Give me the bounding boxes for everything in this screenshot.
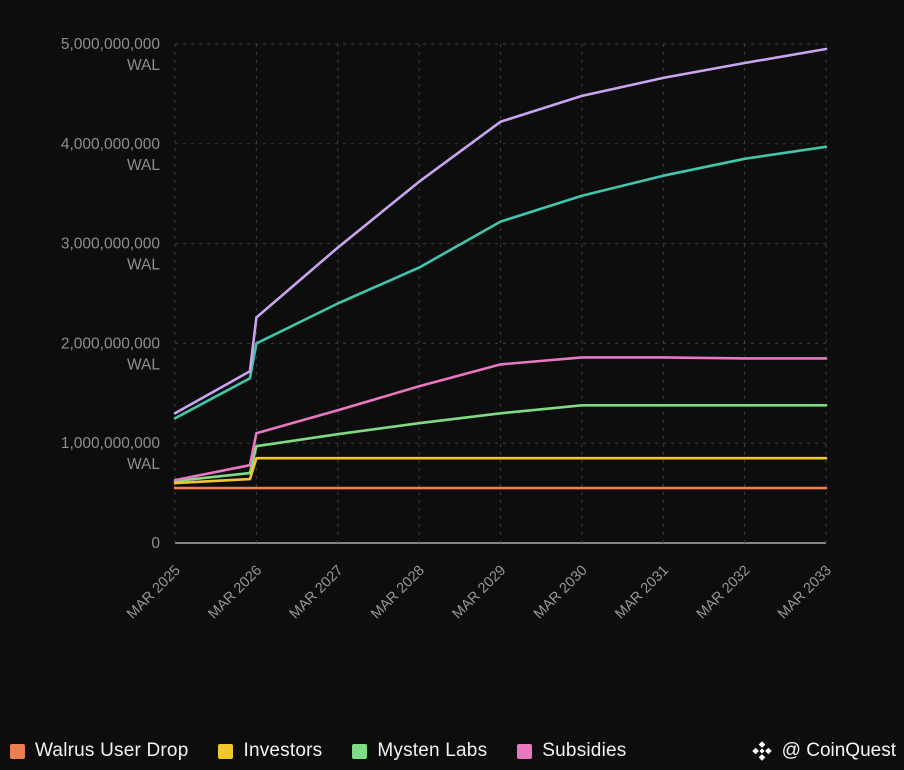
y-tick-unit: WAL [127,356,160,373]
vesting-chart: 0 1,000,000,000 WAL 2,000,000,000 WAL 3,000,0… [61,36,835,623]
chart-footer: Walrus User Drop Investors Mysten Labs S… [10,740,896,762]
legend-swatch-subsidies [517,743,533,759]
legend-item-walrus-user-drop[interactable]: Walrus User Drop [10,740,188,762]
series-line-mysten-labs [173,403,828,483]
x-tick-label: MAR 2031 [612,563,672,623]
series-line-unlabeled-teal [173,145,828,420]
y-tick-unit: WAL [127,157,160,174]
legend-swatch-investors [218,743,234,759]
x-tick-label: MAR 2030 [531,563,591,623]
legend-item-subsidies[interactable]: Subsidies [517,740,626,762]
coinquest-logo-icon [751,741,772,761]
watermark-text: @ CoinQuest [781,740,896,761]
x-tick-label: MAR 2027 [287,563,347,623]
y-tick-label: 4,000,000,000 [61,136,161,153]
series-line-unlabeled-purple [173,47,828,415]
legend-item-investors[interactable]: Investors [218,740,322,762]
x-tick-label: MAR 2032 [694,563,754,623]
x-tick-label: MAR 2028 [368,563,428,623]
legend-label-walrus-user-drop: Walrus User Drop [35,740,189,761]
y-tick-unit: WAL [127,57,160,74]
y-tick-label: 2,000,000,000 [61,335,161,352]
y-tick-unit: WAL [127,257,160,274]
y-tick-label: 0 [151,535,160,552]
series-line-subsidies [173,356,828,482]
legend-item-mysten-labs[interactable]: Mysten Labs [352,740,487,762]
series-line-investors [173,456,828,485]
legend-swatch-mysten-labs [352,743,368,759]
legend-label-investors: Investors [243,740,323,761]
y-tick-label: 3,000,000,000 [61,236,161,253]
y-tick-label: 5,000,000,000 [61,36,161,53]
x-tick-label: MAR 2026 [205,563,265,623]
x-tick-label: MAR 2029 [450,563,510,623]
x-tick-label: MAR 2025 [124,563,184,623]
legend: Walrus User Drop Investors Mysten Labs S… [10,740,626,762]
legend-swatch-walrus-user-drop [10,743,25,759]
y-tick-unit: WAL [127,456,160,473]
watermark: @ CoinQuest [751,740,896,762]
legend-label-mysten-labs: Mysten Labs [377,740,488,761]
x-tick-label: MAR 2033 [775,563,835,623]
legend-label-subsidies: Subsidies [542,740,627,761]
y-tick-label: 1,000,000,000 [61,435,161,452]
